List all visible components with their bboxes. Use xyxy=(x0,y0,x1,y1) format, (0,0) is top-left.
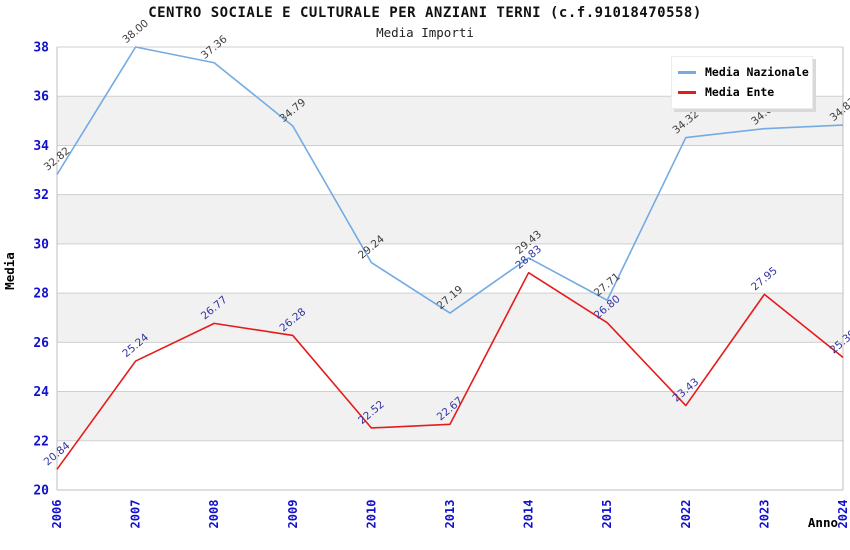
x-tick-label: 2022 xyxy=(679,500,693,529)
series-line-media-ente xyxy=(56,271,844,470)
legend-label: Media Nazionale xyxy=(705,65,809,79)
y-tick-label: 30 xyxy=(33,237,49,252)
x-tick-label: 2015 xyxy=(600,500,614,529)
axes xyxy=(56,47,844,491)
legend-label: Media Ente xyxy=(705,85,775,99)
data-label-media-ente: 27.95 xyxy=(749,265,780,294)
y-tick-label: 32 xyxy=(33,188,49,203)
x-tick-label: 2007 xyxy=(129,500,143,529)
legend-item-media-nazionale: Media Nazionale xyxy=(678,62,809,82)
x-tick-label: 2024 xyxy=(836,500,850,529)
y-tick-label: 22 xyxy=(33,434,49,449)
x-axis-title: Anno xyxy=(808,515,838,530)
x-tick-label: 2009 xyxy=(286,500,300,529)
band xyxy=(57,194,843,244)
series-line-media-nazionale xyxy=(56,46,844,314)
series-lines xyxy=(56,46,844,470)
y-tick-label: 20 xyxy=(33,484,49,499)
legend-item-media-ente: Media Ente xyxy=(678,82,806,102)
band xyxy=(57,293,843,343)
x-tick-label: 2006 xyxy=(50,500,64,529)
y-tick-label: 26 xyxy=(33,336,49,351)
y-tick-label: 28 xyxy=(33,287,49,302)
x-tick-label: 2014 xyxy=(522,500,536,529)
y-tick-label: 34 xyxy=(33,139,49,154)
x-tick-label: 2010 xyxy=(364,500,378,529)
x-tick-label: 2008 xyxy=(207,500,221,529)
x-tick-label: 2013 xyxy=(443,500,457,529)
y-tick-label: 38 xyxy=(33,41,49,56)
band xyxy=(57,391,843,441)
x-tick-label: 2023 xyxy=(757,500,771,529)
y-tick-label: 24 xyxy=(33,385,49,400)
y-axis-title: Media xyxy=(2,252,17,290)
y-tick-label: 36 xyxy=(33,90,49,105)
legend: Media Nazionale Media Ente xyxy=(671,56,813,109)
background-bands xyxy=(57,96,843,441)
data-label-media-nazionale: 38.00 xyxy=(120,17,151,46)
media-nazionale-line-swatch xyxy=(678,70,696,74)
media-ente-line-swatch xyxy=(678,90,696,94)
